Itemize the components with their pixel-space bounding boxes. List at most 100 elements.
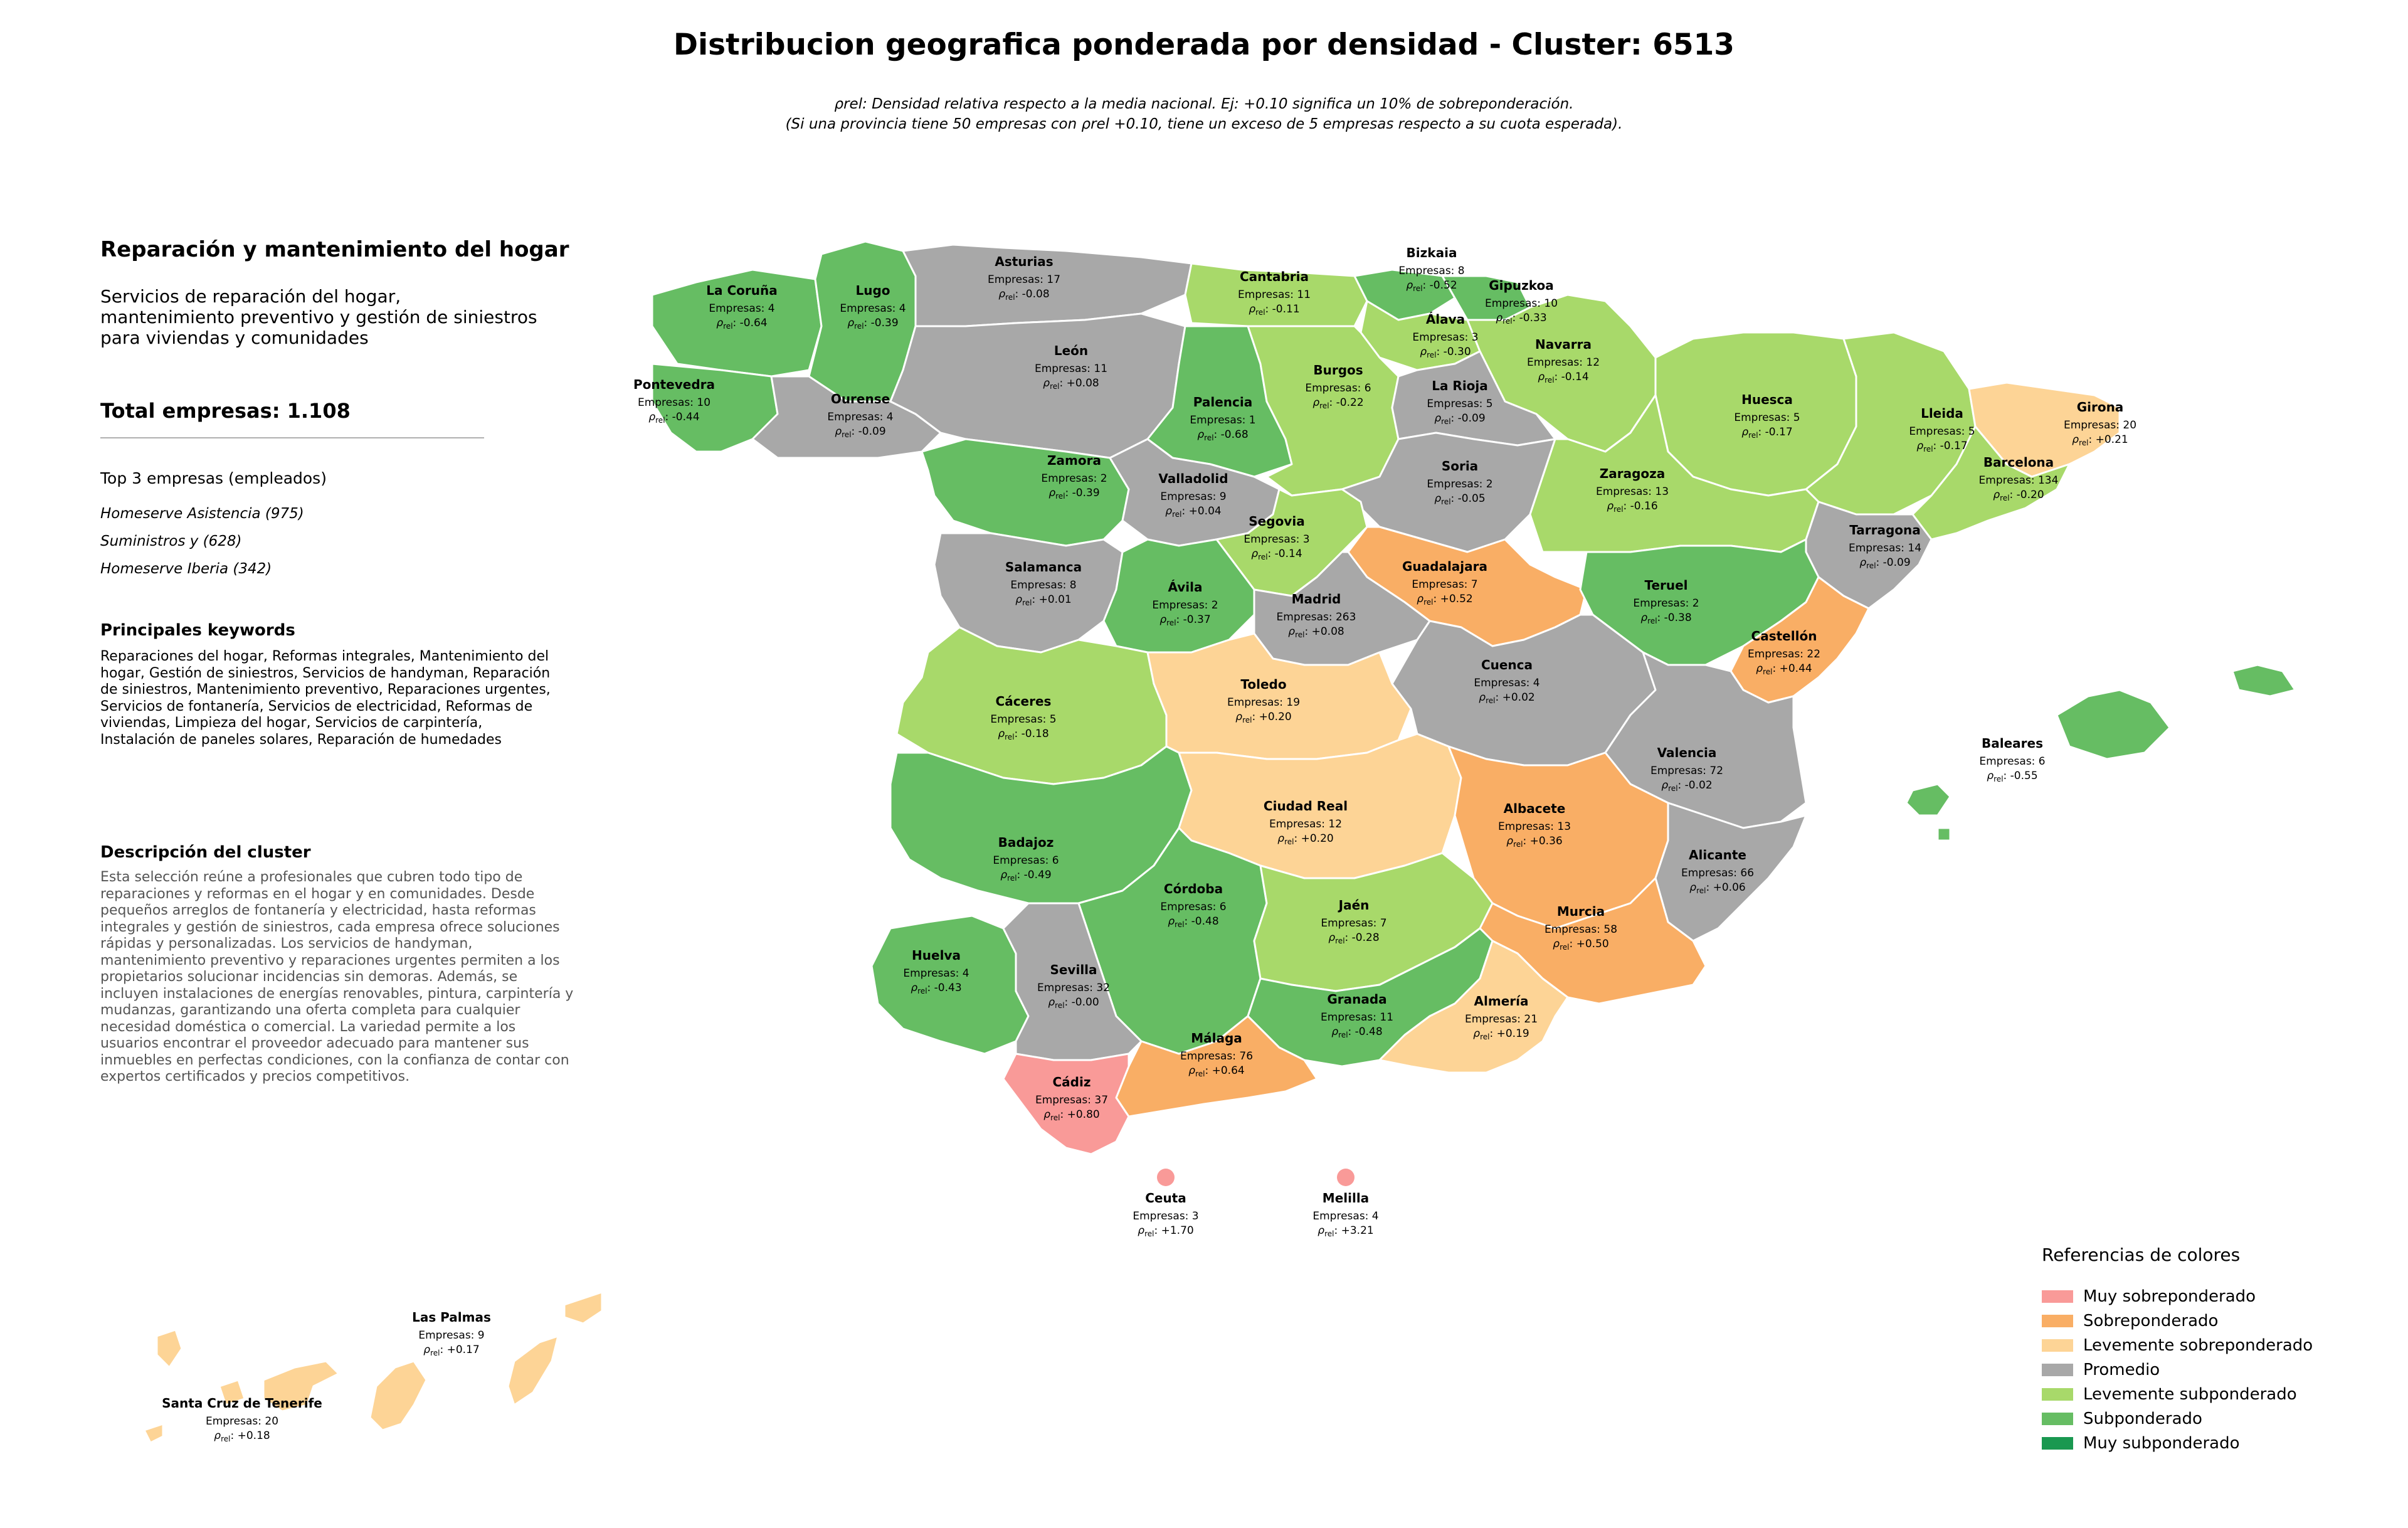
- color-legend: Referencias de colores Muy sobreponderad…: [2042, 1244, 2393, 1455]
- top3-item: Suministros y (628): [100, 533, 242, 549]
- province-companies-label: Empresas: 76: [1180, 1050, 1253, 1063]
- province-rho-label: ρrel: -0.16: [1607, 500, 1657, 514]
- province-companies-label: Empresas: 2: [1152, 599, 1218, 612]
- province-pontevedra: [651, 363, 779, 453]
- legend-label: Levemente sobreponderado: [2083, 1335, 2313, 1355]
- province-name-label: Murcia: [1557, 904, 1605, 919]
- top3-item: Homeserve Asistencia (975): [100, 506, 304, 522]
- province-santa-cruz-de-tenerife: [262, 1360, 340, 1413]
- province-companies-label: Empresas: 12: [1527, 356, 1600, 369]
- province-rho-label: ρrel: +0.01: [1015, 593, 1071, 607]
- province-companies-label: Empresas: 37: [1035, 1094, 1108, 1106]
- legend-label: Muy subponderado: [2083, 1433, 2240, 1453]
- province-name-label: Girona: [2077, 400, 2124, 415]
- province-ceuta-marker: [1157, 1169, 1175, 1186]
- province-companies-label: Empresas: 5: [1734, 411, 1800, 424]
- province-rho-label: ρrel: +0.64: [1188, 1064, 1244, 1078]
- province-name-label: Huelva: [912, 948, 961, 963]
- province-companies-label: Empresas: 4: [709, 302, 774, 315]
- province-name-label: Segovia: [1249, 514, 1304, 529]
- province-rho-label: ρrel: -0.05: [1434, 492, 1485, 506]
- legend-label: Sobreponderado: [2083, 1311, 2219, 1330]
- province-name-label: Huesca: [1741, 392, 1793, 407]
- total-companies: Total empresas: 1.108: [100, 399, 351, 423]
- top3-title: Top 3 empresas (empleados): [100, 469, 327, 487]
- province-rho-label: ρrel: -0.11: [1249, 303, 1299, 317]
- province-companies-label: Empresas: 22: [1748, 648, 1820, 661]
- province-castellon: [1729, 576, 1870, 704]
- province-rho-label: ρrel: -0.48: [1168, 915, 1218, 929]
- province-melilla-marker: [1337, 1169, 1354, 1186]
- province-name-label: Jaén: [1338, 898, 1370, 913]
- province-companies-label: Empresas: 9: [418, 1329, 484, 1342]
- province-name-label: Barcelona: [1983, 455, 2054, 470]
- province-rho-label: ρrel: +3.21: [1318, 1224, 1373, 1238]
- province-companies-label: Empresas: 5: [1909, 425, 1975, 438]
- province-rho-label: ρrel: -0.68: [1197, 428, 1248, 442]
- legend-label: Muy sobreponderado: [2083, 1287, 2256, 1306]
- province-name-label: La Rioja: [1432, 378, 1488, 393]
- cluster-description-text: Esta selección reúne a profesionales que…: [100, 869, 574, 1085]
- province-la-coruna: [651, 268, 823, 378]
- map-subtitle: ρrel: Densidad relativa respecto a la me…: [0, 94, 2408, 134]
- keywords-text: Reparaciones del hogar, Reformas integra…: [100, 649, 551, 748]
- province-companies-label: Empresas: 3: [1133, 1210, 1198, 1223]
- province-companies-label: Empresas: 11: [1321, 1011, 1393, 1024]
- province-name-label: Cantabria: [1240, 269, 1309, 284]
- province-companies-label: Empresas: 134: [1979, 474, 2059, 487]
- province-rho-label: ρrel: -0.14: [1251, 548, 1302, 561]
- subtitle-line-2: (Si una provincia tiene 50 empresas con …: [785, 116, 1623, 132]
- province-companies-label: Empresas: 1: [1190, 414, 1255, 427]
- province-rho-label: ρrel: -0.39: [1048, 487, 1099, 501]
- legend-label: Levemente subponderado: [2083, 1384, 2297, 1404]
- province-name-label: Badajoz: [998, 835, 1054, 850]
- province-companies-label: Empresas: 3: [1244, 533, 1309, 546]
- legend-item: Muy sobreponderado: [2042, 1284, 2393, 1308]
- province-companies-label: Empresas: 2: [1633, 597, 1699, 610]
- province-rho-label: ρrel: -0.17: [1741, 426, 1792, 440]
- province-name-label: Alicante: [1689, 847, 1746, 862]
- province-name-label: Málaga: [1191, 1031, 1242, 1046]
- province-rho-label: ρrel: +0.08: [1288, 625, 1344, 639]
- province-name-label: Lugo: [855, 283, 890, 298]
- province-companies-label: Empresas: 6: [1979, 755, 2045, 768]
- province-rho-label: ρrel: -0.00: [1048, 996, 1099, 1010]
- province-rho-label: ρrel: -0.55: [1987, 770, 2037, 783]
- province-rho-label: ρrel: -0.48: [1331, 1026, 1382, 1039]
- province-name-label: Granada: [1327, 992, 1386, 1007]
- province-name-label: Las Palmas: [412, 1310, 491, 1325]
- province-name-label: Salamanca: [1005, 560, 1082, 575]
- province-cadiz: [1002, 1053, 1130, 1155]
- province-name-label: Castellón: [1751, 629, 1817, 644]
- province-companies-label: Empresas: 2: [1041, 472, 1107, 485]
- province-companies-label: Empresas: 20: [2064, 419, 2136, 432]
- province-name-label: Zaragoza: [1600, 466, 1666, 481]
- province-rho-label: ρrel: +0.20: [1235, 711, 1291, 724]
- province-companies-label: Empresas: 72: [1650, 765, 1723, 777]
- province-companies-label: Empresas: 11: [1238, 289, 1311, 301]
- province-name-label: Lleida: [1921, 406, 1963, 421]
- province-companies-label: Empresas: 263: [1277, 611, 1356, 623]
- province-rho-label: ρrel: +0.50: [1553, 938, 1608, 952]
- province-companies-label: Empresas: 9: [1160, 491, 1226, 503]
- province-name-label: Álava: [1426, 312, 1465, 327]
- province-companies-label: Empresas: 10: [638, 396, 710, 409]
- province-rho-label: ρrel: +1.70: [1138, 1224, 1193, 1238]
- province-rho-label: ρrel: +0.36: [1506, 835, 1562, 849]
- legend-swatch: [2042, 1387, 2073, 1401]
- province-name-label: Sevilla: [1050, 962, 1097, 977]
- province-rho-label: ρrel: -0.02: [1661, 779, 1712, 793]
- province-name-label: Pontevedra: [633, 377, 715, 392]
- province-rho-label: ρrel: -0.28: [1328, 931, 1379, 945]
- province-name-label: Ávila: [1168, 580, 1202, 595]
- province-name-label: Guadalajara: [1402, 559, 1487, 574]
- keywords-title: Principales keywords: [100, 621, 295, 640]
- legend-item: Promedio: [2042, 1357, 2393, 1382]
- province-name-label: León: [1054, 343, 1088, 358]
- province-name-label: Cuenca: [1481, 657, 1533, 672]
- legend-item: Levemente sobreponderado: [2042, 1333, 2393, 1357]
- province-companies-label: Empresas: 8: [1010, 579, 1076, 592]
- province-rho-label: ρrel: -0.14: [1538, 371, 1588, 385]
- province-companies-label: Empresas: 7: [1321, 917, 1386, 930]
- province-name-label: Santa Cruz de Tenerife: [162, 1396, 322, 1411]
